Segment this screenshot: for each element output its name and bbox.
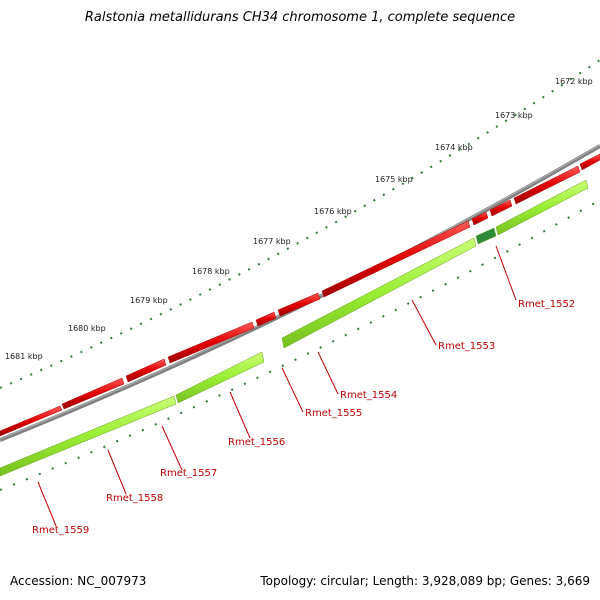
label-leader-line bbox=[37, 481, 57, 527]
cds-feature bbox=[475, 227, 497, 245]
forward-gene-arrow bbox=[125, 358, 167, 383]
forward-gene-arrow bbox=[277, 292, 321, 317]
label-leader-line bbox=[229, 391, 251, 439]
ruler-label: 1677 kbp bbox=[253, 237, 291, 246]
forward-gene-arrow bbox=[167, 321, 255, 364]
label-leader-line bbox=[281, 367, 304, 413]
gene-label: Rmet_1554 bbox=[340, 390, 397, 401]
label-leader-line bbox=[317, 351, 339, 395]
ruler-label: 1679 kbp bbox=[130, 296, 168, 305]
ruler-label: 1672 kbp bbox=[555, 77, 593, 86]
forward-gene-arrow bbox=[471, 211, 489, 226]
gene-labels: Rmet_1552 Rmet_1553 Rmet_1554 Rmet_1555 Rmet… bbox=[32, 299, 575, 536]
accession-label: Accession: NC_007973 bbox=[10, 574, 147, 588]
inner-tick-arc bbox=[0, 199, 600, 491]
gene-label: Rmet_1558 bbox=[106, 493, 163, 504]
gene-label: Rmet_1552 bbox=[518, 299, 575, 310]
forward-gene-arrow bbox=[0, 405, 63, 437]
cds-feature bbox=[175, 351, 265, 404]
label-leader-line bbox=[411, 299, 437, 346]
ruler-dotted-arc bbox=[0, 59, 600, 389]
cds-feature bbox=[495, 179, 589, 236]
forward-genes bbox=[0, 153, 600, 437]
ruler-label: 1681 kbp bbox=[5, 352, 43, 361]
ruler-label: 1678 kbp bbox=[192, 267, 230, 276]
gene-label: Rmet_1553 bbox=[438, 341, 495, 352]
forward-gene-arrow bbox=[579, 153, 600, 171]
ruler-label: 1680 kbp bbox=[68, 324, 106, 333]
genome-summary: Topology: circular; Length: 3,928,089 bp… bbox=[260, 574, 590, 588]
forward-gene-arrow bbox=[321, 220, 471, 298]
ruler-label: 1674 kbp bbox=[435, 143, 473, 152]
ruler-label: 1673 kbp bbox=[495, 111, 533, 120]
label-leaders bbox=[37, 245, 517, 527]
label-leader-line bbox=[107, 449, 127, 495]
map-title: Ralstonia metallidurans CH34 chromosome … bbox=[84, 10, 516, 25]
forward-gene-arrow bbox=[255, 311, 277, 327]
forward-gene-arrow bbox=[513, 165, 581, 205]
ruler-label: 1675 kbp bbox=[375, 175, 413, 184]
gene-label: Rmet_1557 bbox=[160, 468, 217, 479]
gene-label: Rmet_1555 bbox=[305, 408, 362, 419]
cds-feature bbox=[0, 395, 177, 477]
label-leader-line bbox=[161, 425, 183, 471]
ruler-label: 1676 kbp bbox=[314, 207, 352, 216]
cds-feature bbox=[281, 237, 477, 349]
label-leader-line bbox=[495, 245, 517, 301]
gene-label: Rmet_1559 bbox=[32, 525, 89, 536]
gene-label: Rmet_1556 bbox=[228, 437, 285, 448]
ruler-labels: 1672 kbp 1673 kbp 1674 kbp 1675 kbp 1676 kbp… bbox=[5, 77, 593, 361]
forward-gene-arrow bbox=[489, 199, 513, 217]
cds-features bbox=[0, 179, 589, 477]
forward-gene-arrow bbox=[61, 377, 125, 410]
